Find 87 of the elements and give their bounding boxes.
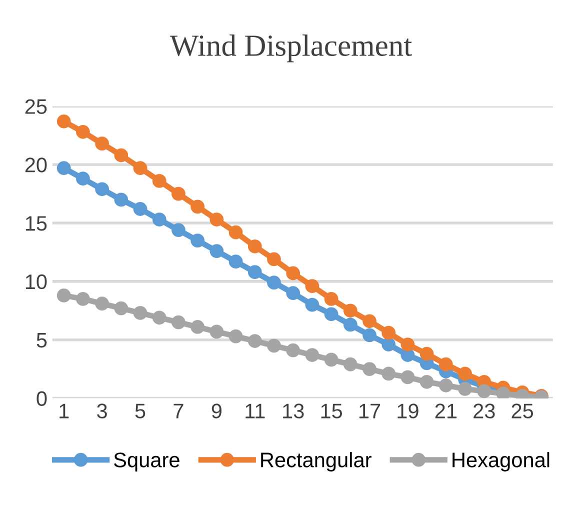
point <box>152 174 166 188</box>
point <box>382 366 396 381</box>
point <box>190 200 205 214</box>
x-tick-label: 1 <box>60 404 69 418</box>
point <box>133 306 148 320</box>
point <box>458 366 472 381</box>
point <box>343 357 358 372</box>
point <box>56 114 71 128</box>
x-tick-label: 19 <box>398 404 418 418</box>
point <box>172 186 186 201</box>
y-tick-label: 10 <box>26 274 47 290</box>
point <box>210 244 224 258</box>
point <box>248 334 262 348</box>
point <box>172 315 186 330</box>
point <box>305 348 320 362</box>
point <box>362 362 376 376</box>
point <box>248 239 262 254</box>
y-tick-label: 5 <box>36 333 47 348</box>
point <box>324 352 338 367</box>
point <box>362 314 376 328</box>
point <box>228 329 243 344</box>
chart-title: Wind Displacement <box>170 34 412 62</box>
point <box>267 338 281 353</box>
point <box>420 374 434 389</box>
point <box>228 225 243 240</box>
x-tick-label: 13 <box>283 404 304 418</box>
point <box>305 298 320 312</box>
point <box>286 286 300 300</box>
point <box>343 318 358 332</box>
point <box>286 343 300 358</box>
point <box>305 279 320 294</box>
x-tick-label: 21 <box>435 404 456 418</box>
point <box>267 276 281 290</box>
x-tick-label: 15 <box>321 404 342 418</box>
point <box>324 307 338 322</box>
point <box>458 382 472 396</box>
point <box>286 266 300 280</box>
point <box>496 386 510 398</box>
point <box>362 328 376 342</box>
point <box>382 326 396 340</box>
point <box>114 301 128 316</box>
point <box>152 212 166 226</box>
point <box>56 288 71 302</box>
point <box>420 346 434 361</box>
x-tick-label: 11 <box>246 404 265 418</box>
point <box>400 370 415 384</box>
point <box>248 265 262 280</box>
point <box>114 148 128 162</box>
y-tick-label: 25 <box>25 99 47 114</box>
point <box>228 254 243 269</box>
x-tick-label: 9 <box>212 404 222 418</box>
point <box>438 357 453 372</box>
y-tick-label: 0 <box>36 391 47 406</box>
point <box>267 252 281 266</box>
point <box>152 310 166 325</box>
point <box>76 292 90 306</box>
y-tick-label: 15 <box>26 216 47 231</box>
y-tick-label: 20 <box>25 158 47 172</box>
x-tick-label: 5 <box>135 404 146 418</box>
point <box>95 296 109 311</box>
x-tick-label: 7 <box>174 404 184 418</box>
point <box>76 124 90 139</box>
x-tick-label: 25 <box>512 404 534 418</box>
x-tick-label: 3 <box>97 404 107 418</box>
point <box>438 378 453 392</box>
point <box>95 182 109 196</box>
point <box>133 202 148 216</box>
point <box>56 161 71 176</box>
point <box>400 338 415 352</box>
point <box>190 320 205 334</box>
legend-label: Hexagonal <box>452 452 550 472</box>
point <box>343 304 358 318</box>
point <box>114 192 128 207</box>
point <box>190 234 205 248</box>
point <box>477 384 492 398</box>
legend-label: Rectangular <box>261 452 372 472</box>
point <box>76 172 90 186</box>
legend-label: Square <box>114 452 180 472</box>
point <box>95 136 109 151</box>
x-tick-label: 23 <box>474 404 495 418</box>
x-tick-label: 17 <box>360 404 380 418</box>
point <box>382 338 396 352</box>
point <box>210 212 224 226</box>
point <box>210 324 224 339</box>
point <box>324 292 338 306</box>
point <box>133 161 148 176</box>
point <box>172 223 186 237</box>
